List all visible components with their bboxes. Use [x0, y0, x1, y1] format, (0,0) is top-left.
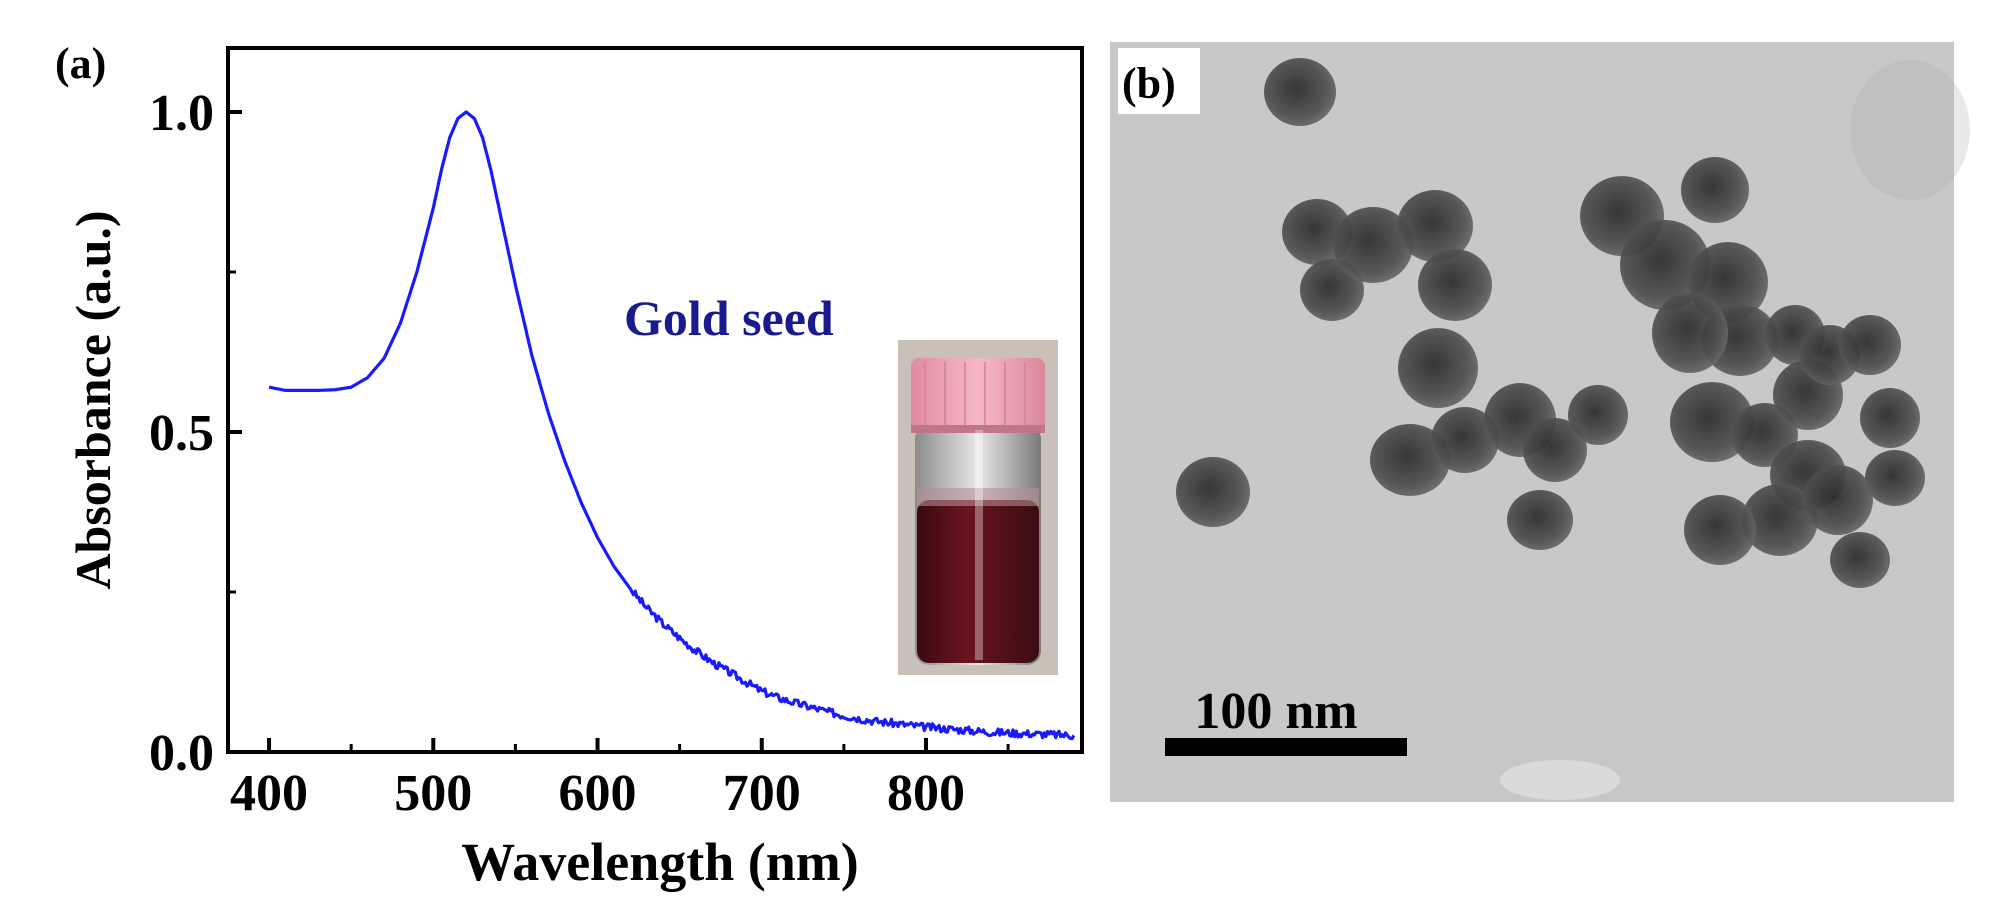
y-axis-ticks: 0.0 0.5 1.0 — [149, 85, 242, 782]
tem-image: (b) 100 nm — [1110, 42, 1970, 802]
nanoparticle — [1370, 424, 1450, 496]
y-tick-label: 1.0 — [149, 85, 214, 142]
x-tick-label: 700 — [723, 765, 801, 822]
nanoparticle — [1431, 407, 1499, 473]
nanoparticle — [1652, 293, 1728, 373]
nanoparticle — [1397, 190, 1473, 262]
nanoparticle — [1830, 532, 1890, 588]
x-axis-ticks: 400 500 600 700 800 — [230, 738, 1010, 822]
y-axis-title: Absorbance (a.u.) — [65, 210, 121, 589]
nanoparticle — [1865, 450, 1925, 506]
plot-frame — [226, 46, 1084, 754]
nanoparticle — [1839, 315, 1901, 375]
nanoparticle — [1860, 388, 1920, 448]
nanoparticle — [1803, 465, 1873, 535]
y-tick-label: 0.5 — [149, 405, 214, 462]
nanoparticle — [1333, 207, 1413, 283]
nanoparticle — [1620, 220, 1710, 310]
panel-a-label: (a) — [55, 39, 106, 88]
nanoparticle — [1681, 157, 1749, 223]
nanoparticle — [1418, 249, 1492, 321]
nanoparticle — [1507, 490, 1573, 550]
nanoparticle — [1523, 418, 1587, 482]
vial-liquid — [917, 500, 1039, 663]
scale-bar-label: 100 nm — [1194, 683, 1357, 740]
nanoparticle-cluster — [1176, 58, 1925, 588]
absorbance-curve — [268, 110, 1076, 741]
x-axis-title: Wavelength (nm) — [461, 832, 859, 892]
absorbance-chart: (a) 0.0 0.5 1.0 400 500 600 700 800 Gold seed — [55, 39, 1084, 892]
y-tick-label: 0.0 — [149, 725, 214, 782]
nanoparticle — [1264, 58, 1336, 126]
x-tick-label: 800 — [887, 765, 965, 822]
nanoparticle — [1176, 457, 1250, 527]
x-tick-label: 400 — [230, 765, 308, 822]
series-annotation: Gold seed — [624, 290, 834, 346]
nanoparticle — [1568, 385, 1628, 445]
nanoparticle — [1742, 484, 1818, 556]
nanoparticle — [1398, 328, 1478, 408]
panel-b-label-box — [1118, 48, 1200, 114]
scale-bar — [1165, 738, 1407, 756]
nanoparticle — [1684, 495, 1756, 565]
panel-b-label: (b) — [1122, 59, 1176, 108]
x-tick-label: 500 — [394, 765, 472, 822]
x-tick-label: 600 — [559, 765, 637, 822]
vial-photo-inset — [898, 340, 1058, 675]
